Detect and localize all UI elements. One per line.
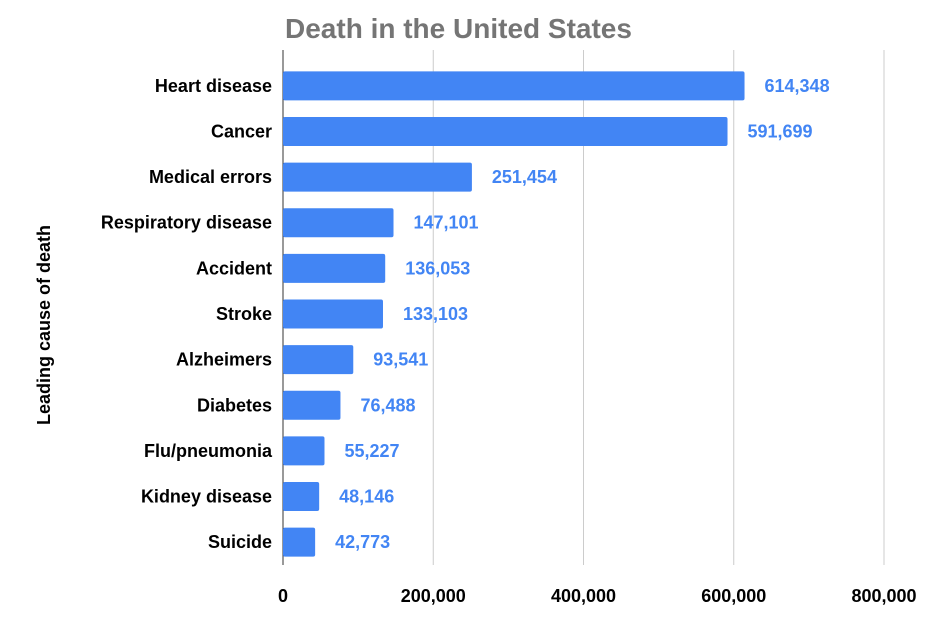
data-label: 42,773 bbox=[335, 532, 390, 552]
category-label: Heart disease bbox=[155, 76, 272, 96]
bar bbox=[283, 71, 745, 101]
x-tick-labels: 0 200,000 400,000 600,000 800,000 bbox=[278, 586, 917, 606]
bar bbox=[283, 482, 320, 512]
category-label: Medical errors bbox=[149, 167, 272, 187]
bar bbox=[283, 390, 341, 420]
data-label: 251,454 bbox=[492, 167, 557, 187]
x-tick-label: 0 bbox=[278, 586, 288, 606]
category-label: Flu/pneumonia bbox=[144, 441, 273, 461]
bar bbox=[283, 162, 472, 192]
data-label: 136,053 bbox=[405, 258, 470, 278]
data-label: 591,699 bbox=[748, 121, 813, 141]
category-label: Diabetes bbox=[197, 395, 272, 415]
x-tick-label: 200,000 bbox=[401, 586, 466, 606]
category-label: Alzheimers bbox=[176, 350, 272, 370]
category-label: Kidney disease bbox=[141, 487, 272, 507]
data-label: 55,227 bbox=[344, 441, 399, 461]
bar bbox=[283, 436, 325, 466]
data-label: 93,541 bbox=[373, 350, 428, 370]
y-axis-title: Leading cause of death bbox=[34, 225, 54, 425]
data-label: 48,146 bbox=[339, 487, 394, 507]
category-label: Stroke bbox=[216, 304, 272, 324]
bars bbox=[283, 71, 745, 557]
data-label: 133,103 bbox=[403, 304, 468, 324]
category-label: Suicide bbox=[208, 532, 272, 552]
bar bbox=[283, 253, 386, 283]
chart-title: Death in the United States bbox=[285, 13, 632, 44]
category-label: Cancer bbox=[211, 121, 272, 141]
bar bbox=[283, 116, 728, 146]
bar bbox=[283, 345, 354, 375]
data-label: 614,348 bbox=[765, 76, 830, 96]
x-tick-label: 400,000 bbox=[551, 586, 616, 606]
value-labels: 614,348 591,699 251,454 147,101 136,053 133,1… bbox=[335, 76, 829, 552]
data-label: 147,101 bbox=[414, 213, 479, 233]
data-label: 76,488 bbox=[360, 395, 415, 415]
category-labels: Heart disease Cancer Medical errors Respira… bbox=[101, 76, 273, 552]
x-tick-label: 600,000 bbox=[701, 586, 766, 606]
category-label: Respiratory disease bbox=[101, 213, 272, 233]
bar bbox=[283, 527, 316, 557]
bar bbox=[283, 299, 383, 329]
category-label: Accident bbox=[196, 258, 272, 278]
x-tick-label: 800,000 bbox=[851, 586, 916, 606]
bar bbox=[283, 208, 394, 238]
